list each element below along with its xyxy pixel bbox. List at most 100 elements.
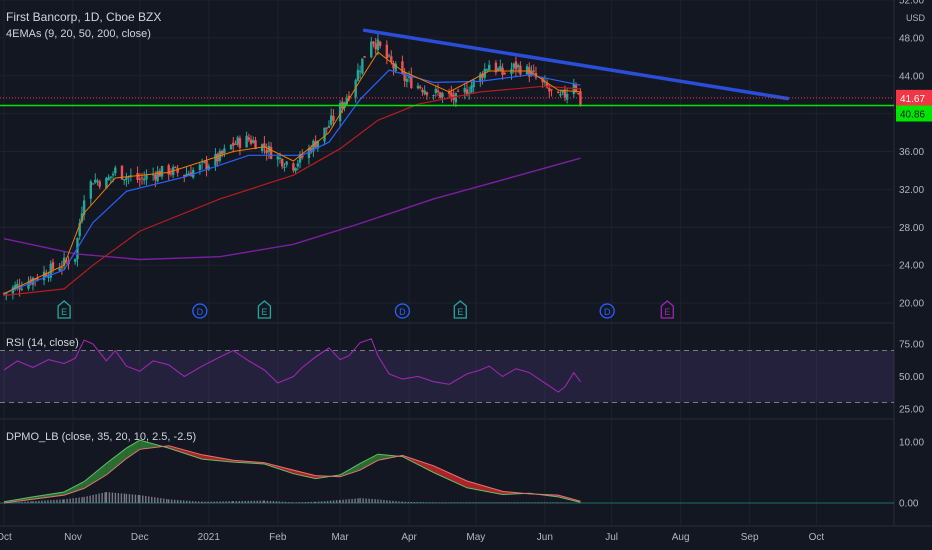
earnings-marker[interactable] (453, 300, 467, 319)
candle-body (485, 69, 489, 71)
dividend-marker[interactable] (192, 303, 208, 319)
candle-body (465, 89, 469, 96)
candle-body (78, 223, 81, 237)
candle-body (29, 279, 32, 284)
candle-body (247, 137, 251, 140)
candle-body (516, 64, 520, 68)
dpmo-fill (84, 463, 107, 489)
earnings-marker[interactable] (660, 300, 674, 319)
y-tick-label: 36.00 (899, 147, 924, 158)
y-tick-label: 48.00 (899, 33, 924, 44)
dpmo-line[interactable] (3, 439, 581, 503)
candle-body (454, 93, 458, 103)
support-price-badge[interactable] (896, 105, 932, 122)
candle-body (151, 174, 155, 176)
dpmo-tick-label: 10.00 (899, 438, 924, 449)
candle-body (138, 178, 141, 180)
candle-body (577, 92, 580, 94)
candle-body (232, 142, 235, 146)
candle-body (105, 177, 108, 189)
candle-body (378, 41, 382, 46)
dpmo-signal-line[interactable] (3, 445, 581, 504)
candle-body (425, 92, 429, 96)
candle-body (514, 61, 518, 70)
candle-body (387, 55, 391, 57)
candle-body (207, 166, 210, 170)
earnings-marker[interactable] (257, 300, 272, 319)
ema50-line[interactable] (3, 85, 581, 297)
dividend-marker[interactable] (394, 303, 411, 319)
ema20-line[interactable] (3, 69, 581, 295)
x-tick-label: Nov (64, 532, 82, 543)
candle-body (27, 281, 30, 289)
last-price-badge[interactable] (896, 89, 932, 106)
candle-body (278, 157, 282, 159)
ema9-line[interactable] (3, 51, 581, 295)
rsi-line[interactable] (3, 338, 581, 393)
last-price-label: 41.67 (900, 94, 925, 105)
candle-body (410, 75, 413, 89)
x-tick-label: Feb (269, 532, 287, 543)
dpmo-legend[interactable]: DPMO_LB (close, 35, 20, 10, 2.5, -2.5) (6, 431, 197, 443)
candle-body (60, 267, 64, 269)
rsi-tick-label: 25.00 (899, 405, 924, 416)
candle-body (120, 165, 124, 180)
rsi-band (0, 350, 894, 403)
candle-body (183, 175, 186, 177)
y-tick-label: 28.00 (899, 223, 924, 234)
candle-body (545, 82, 549, 88)
candle-body (432, 95, 435, 97)
candle-body (143, 178, 146, 181)
candle-body (298, 153, 302, 163)
candle-body (394, 63, 397, 71)
candle-body (62, 257, 66, 266)
candle-body (281, 159, 284, 167)
dpmo-fill (168, 445, 203, 460)
candle-body (252, 140, 255, 143)
candle-body (236, 137, 239, 145)
candle-body (214, 154, 217, 166)
ema-legend[interactable]: 4EMAs (9, 20, 50, 200, close) (6, 28, 151, 40)
candle-body (563, 89, 567, 98)
dividend-marker[interactable] (599, 303, 615, 319)
event-label: E (664, 307, 670, 317)
candle-body (45, 272, 48, 277)
candle-body (550, 89, 553, 91)
candle-body (419, 86, 422, 89)
candle-body (530, 70, 533, 76)
candle-body (51, 262, 55, 270)
candle-body (325, 127, 328, 129)
rsi-legend[interactable]: RSI (14, close) (6, 337, 79, 349)
symbol-title[interactable]: First Bancorp, 1D, Cboe BZX (6, 10, 162, 24)
candle-body (472, 79, 475, 88)
candle-body (372, 41, 375, 44)
candle-body (129, 175, 133, 177)
dpmo-fill (466, 481, 503, 495)
candle-body (154, 174, 157, 180)
candle-body (13, 285, 17, 290)
candle-body (265, 150, 268, 154)
candle-body (169, 172, 173, 174)
candle-body (548, 87, 551, 92)
ema200-line[interactable] (3, 157, 581, 261)
candle-body (327, 125, 331, 128)
earnings-marker[interactable] (57, 300, 71, 319)
candle-body (345, 98, 348, 105)
dpmo-fill (106, 448, 127, 475)
x-tick-label: Jul (605, 532, 618, 543)
trendline[interactable] (362, 28, 790, 101)
candle-body (532, 70, 535, 72)
candle-body (407, 76, 411, 78)
candle-body (512, 63, 515, 68)
candle-body (421, 89, 424, 93)
candle-body (436, 90, 440, 93)
y-tick-label: 44.00 (899, 71, 924, 82)
candle-body (496, 68, 500, 71)
candle-body (488, 64, 491, 71)
candle-body (283, 166, 286, 168)
dpmo-fill (293, 470, 316, 479)
candle-body (332, 115, 335, 121)
x-tick-label: May (466, 532, 485, 543)
